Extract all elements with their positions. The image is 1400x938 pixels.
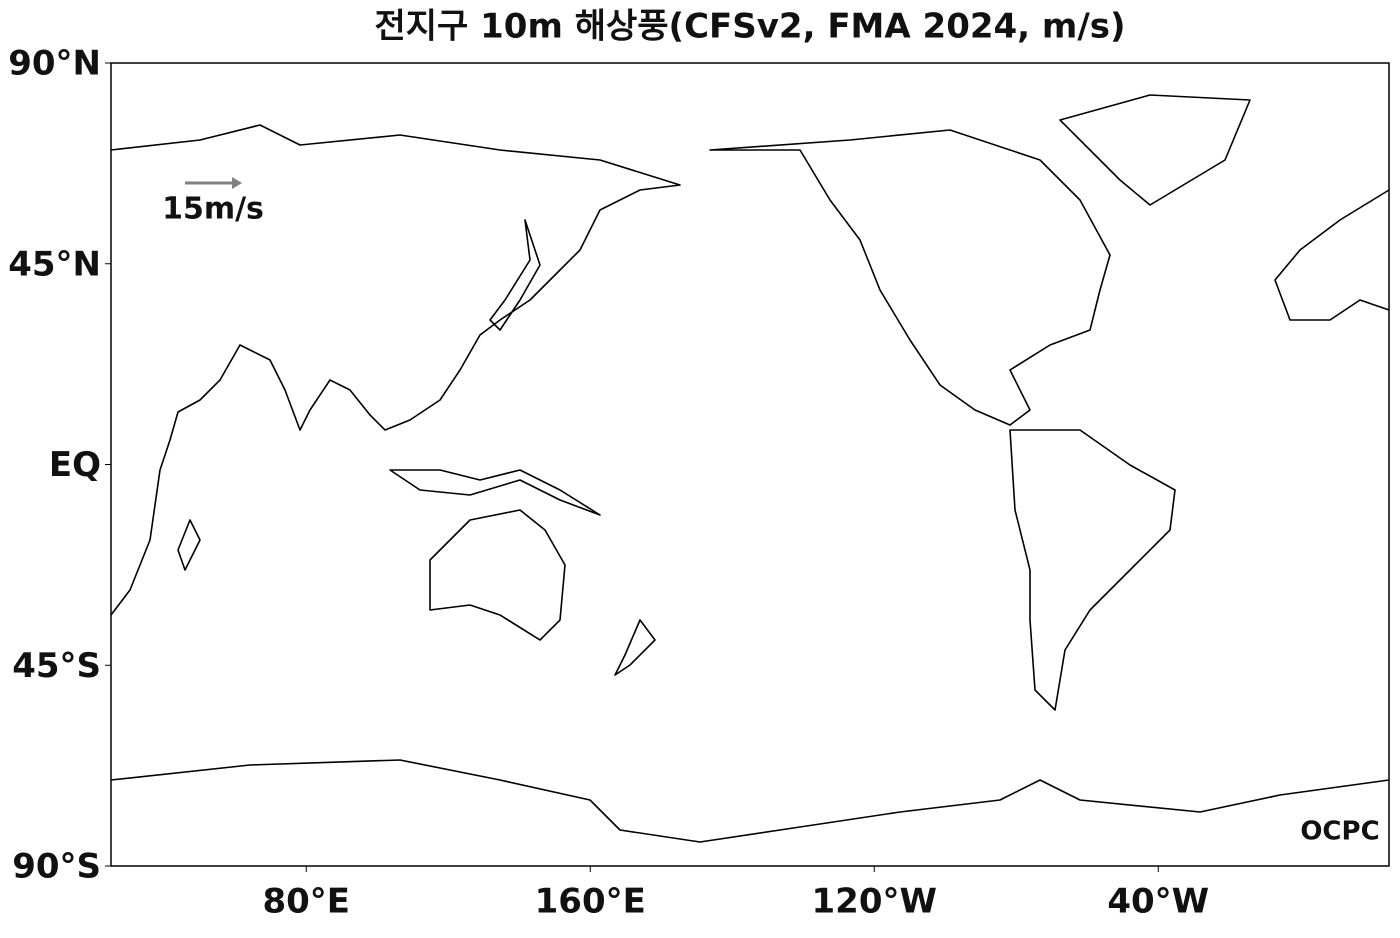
madagascar xyxy=(177,519,201,571)
south-america xyxy=(1009,429,1176,711)
y-tick-label: 45°N xyxy=(8,244,101,284)
logo: OCPC xyxy=(1300,817,1379,847)
y-tick-label: EQ xyxy=(49,445,101,485)
axes: 80°E 160°E 120°W 40°W 90°N 45°N EQ 45°S 90°S xyxy=(8,44,1209,922)
antarctica xyxy=(110,759,1390,843)
coastlines xyxy=(110,94,1390,843)
x-tick-label: 120°W xyxy=(812,882,937,922)
australia xyxy=(429,509,566,641)
north-america xyxy=(709,129,1111,426)
y-tick-label: 90°S xyxy=(12,847,101,887)
chart-title: 전지구 10m 해상풍(CFSv2, FMA 2024, m/s) xyxy=(374,7,1125,47)
japan xyxy=(489,219,541,331)
afro-eurasia xyxy=(110,124,681,616)
greenland xyxy=(1059,94,1251,206)
x-tick-label: 80°E xyxy=(262,882,350,922)
y-tick-label: 45°S xyxy=(12,646,101,686)
reference-label: 15m/s xyxy=(162,192,264,227)
y-tick-label: 90°N xyxy=(8,44,101,84)
x-tick-label: 40°W xyxy=(1107,882,1209,922)
new-zealand xyxy=(614,619,656,676)
indonesia xyxy=(389,469,601,516)
reference-arrow-head xyxy=(232,177,242,189)
europe xyxy=(1274,189,1390,321)
map-frame xyxy=(110,62,1390,867)
x-tick-label: 160°E xyxy=(535,882,646,922)
